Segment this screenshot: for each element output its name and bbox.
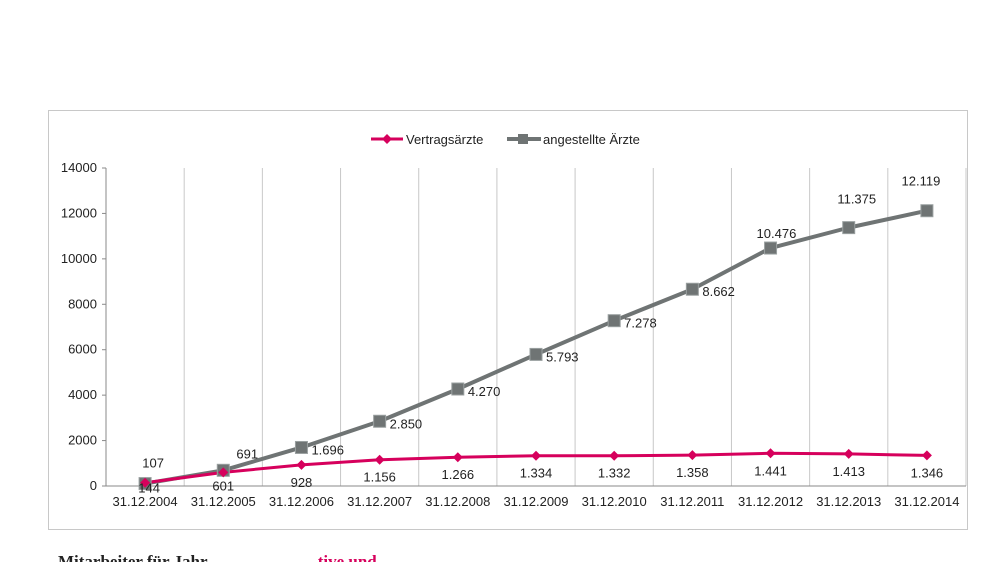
- caption-right: tive und: [318, 553, 377, 562]
- y-tick-label: 0: [90, 478, 97, 493]
- x-tick-label: 31.12.2013: [816, 494, 881, 509]
- legend-marker-vertragsaerzte: [382, 134, 392, 144]
- data-label-angestellte-aerzte: 11.375: [837, 192, 876, 207]
- point-vertragsaerzte: [531, 450, 541, 461]
- data-label-angestellte-aerzte: 8.662: [702, 284, 735, 299]
- data-label-angestellte-aerzte: 7.278: [624, 316, 657, 331]
- point-angestellte-aerzte: [842, 221, 856, 235]
- point-vertragsaerzte: [765, 448, 776, 459]
- legend-label-angestellte-aerzte: angestellte Ärzte: [543, 132, 640, 147]
- data-label-angestellte-aerzte: 5.793: [546, 349, 579, 364]
- data-label-vertragsaerzte: 144: [138, 481, 160, 496]
- y-tick-label: 14000: [61, 160, 97, 175]
- data-label-angestellte-aerzte: 4.270: [468, 384, 501, 399]
- data-label-angestellte-aerzte: 2.850: [390, 416, 423, 431]
- point-vertragsaerzte: [452, 452, 463, 463]
- point-angestellte-aerzte: [920, 204, 934, 218]
- caption-left: Mitarbeiter für Jahr: [58, 553, 207, 562]
- point-vertragsaerzte: [374, 454, 385, 465]
- data-label-angestellte-aerzte: 1.696: [311, 442, 344, 457]
- y-tick-label: 8000: [68, 296, 97, 311]
- x-tick-label: 31.12.2009: [503, 494, 568, 509]
- x-tick-label: 31.12.2004: [113, 494, 178, 509]
- legend-label-vertragsaerzte: Vertragsärzte: [406, 132, 483, 147]
- caption-cut-text: Mitarbeiter für Jahr tive und: [58, 553, 377, 562]
- chart-frame: 0 2000 4000 6000 8000 10000 12000 14000 31.12.20…: [48, 110, 968, 530]
- legend-marker-angestellte-aerzte: [518, 134, 528, 144]
- x-tick-label: 31.12.2007: [347, 494, 412, 509]
- point-vertragsaerzte: [921, 450, 932, 461]
- data-label-angestellte-aerzte: 12.119: [902, 174, 941, 189]
- data-label-angestellte-aerzte: 107: [142, 456, 164, 471]
- point-angestellte-aerzte: [607, 314, 621, 328]
- point-angestellte-aerzte: [294, 440, 308, 454]
- data-label-angestellte-aerzte: 10.476: [757, 226, 797, 241]
- data-label-vertragsaerzte: 1.441: [754, 463, 787, 478]
- x-tick-label: 31.12.2014: [894, 494, 959, 509]
- data-label-vertragsaerzte: 1.413: [832, 464, 865, 479]
- y-tick-label: 6000: [68, 342, 97, 357]
- y-tick-label: 4000: [68, 387, 97, 402]
- data-label-vertragsaerzte: 928: [291, 475, 313, 490]
- point-vertragsaerzte: [687, 450, 698, 461]
- point-vertragsaerzte: [296, 459, 307, 470]
- y-tick-label: 2000: [68, 433, 97, 448]
- point-angestellte-aerzte: [529, 347, 543, 361]
- point-vertragsaerzte: [609, 450, 620, 461]
- x-tick-label: 31.12.2005: [191, 494, 256, 509]
- line-chart: 0 2000 4000 6000 8000 10000 12000 14000 31.12.20…: [61, 132, 967, 509]
- x-tick-label: 31.12.2008: [425, 494, 490, 509]
- data-label-angestellte-aerzte: 691: [236, 446, 258, 461]
- point-angestellte-aerzte: [451, 382, 465, 396]
- data-label-vertragsaerzte: 1.346: [911, 465, 944, 480]
- data-label-vertragsaerzte: 601: [212, 478, 234, 493]
- data-label-vertragsaerzte: 1.358: [676, 465, 709, 480]
- point-angestellte-aerzte: [685, 282, 699, 296]
- x-tick-label: 31.12.2012: [738, 494, 803, 509]
- data-label-vertragsaerzte: 1.266: [442, 467, 475, 482]
- x-tick-label: 31.12.2011: [660, 494, 724, 509]
- point-angestellte-aerzte: [764, 241, 778, 255]
- x-tick-label: 31.12.2006: [269, 494, 334, 509]
- point-angestellte-aerzte: [373, 414, 387, 428]
- y-tick-label: 12000: [61, 205, 97, 220]
- y-tick-label: 10000: [61, 251, 97, 266]
- point-vertragsaerzte: [140, 477, 151, 488]
- point-vertragsaerzte: [843, 448, 854, 459]
- data-label-vertragsaerzte: 1.156: [363, 470, 396, 485]
- data-label-vertragsaerzte: 1.334: [520, 466, 553, 481]
- point-vertragsaerzte: [218, 467, 229, 478]
- x-tick-label: 31.12.2010: [582, 494, 647, 509]
- data-label-vertragsaerzte: 1.332: [598, 466, 631, 481]
